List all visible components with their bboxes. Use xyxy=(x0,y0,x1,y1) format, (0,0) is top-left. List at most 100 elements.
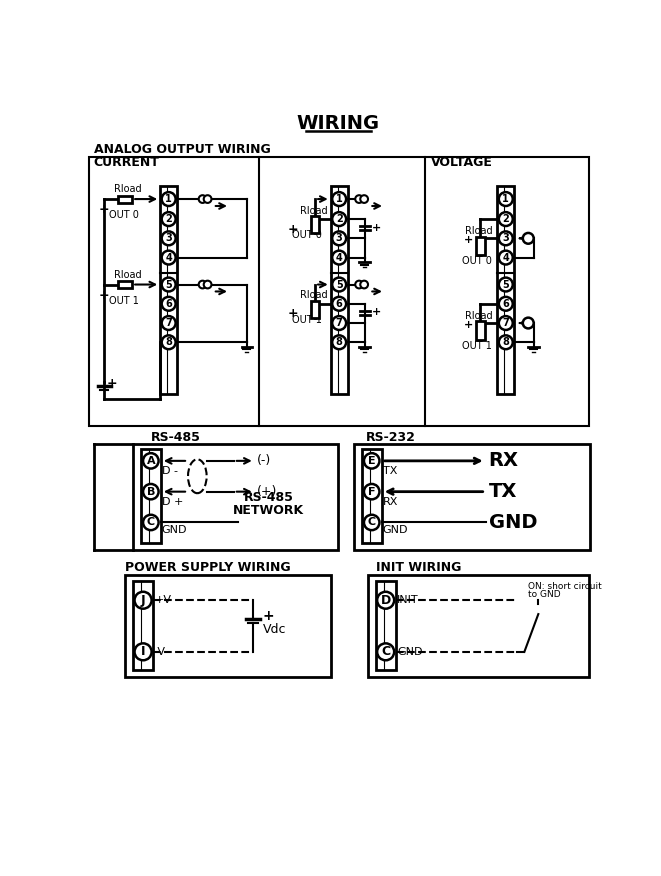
Text: 2: 2 xyxy=(336,214,342,224)
Circle shape xyxy=(499,192,513,206)
Text: (-): (-) xyxy=(257,455,271,468)
Circle shape xyxy=(499,212,513,226)
Text: OUT 0: OUT 0 xyxy=(463,257,492,266)
Text: TX: TX xyxy=(383,466,397,476)
Text: +: + xyxy=(288,223,298,236)
Bar xyxy=(330,186,348,394)
Text: +: + xyxy=(371,223,381,232)
Circle shape xyxy=(355,280,363,288)
Text: J: J xyxy=(141,594,145,607)
Text: INIT WIRING: INIT WIRING xyxy=(375,561,461,574)
Text: Vdc: Vdc xyxy=(262,623,286,636)
Circle shape xyxy=(499,316,513,330)
Text: ON: short circuit: ON: short circuit xyxy=(528,582,602,591)
Text: OUT 1: OUT 1 xyxy=(292,315,322,325)
Circle shape xyxy=(377,592,394,609)
Text: WIRING: WIRING xyxy=(297,114,380,133)
Text: 8: 8 xyxy=(165,337,172,347)
Circle shape xyxy=(162,336,176,350)
Circle shape xyxy=(332,251,346,265)
Circle shape xyxy=(162,192,176,206)
Text: 5: 5 xyxy=(165,279,172,290)
Bar xyxy=(160,186,177,394)
Bar xyxy=(362,449,382,543)
Circle shape xyxy=(143,484,159,499)
Circle shape xyxy=(499,336,513,350)
Text: 5: 5 xyxy=(336,279,342,290)
Text: 6: 6 xyxy=(502,299,509,308)
Text: 3: 3 xyxy=(336,233,342,244)
Text: GND: GND xyxy=(383,525,408,535)
Text: 2: 2 xyxy=(165,214,172,224)
Circle shape xyxy=(162,231,176,245)
Circle shape xyxy=(355,195,363,203)
Text: OUT 1: OUT 1 xyxy=(109,296,139,306)
Circle shape xyxy=(199,280,206,288)
Bar xyxy=(497,186,514,394)
Text: C: C xyxy=(368,518,375,527)
Text: OUT 0: OUT 0 xyxy=(109,210,139,220)
Text: NETWORK: NETWORK xyxy=(233,505,304,518)
Text: 8: 8 xyxy=(502,337,509,347)
Circle shape xyxy=(199,195,206,203)
Bar xyxy=(311,300,319,318)
Text: VOLTAGE: VOLTAGE xyxy=(432,157,493,169)
Text: F: F xyxy=(368,487,375,497)
Circle shape xyxy=(364,515,379,530)
Circle shape xyxy=(135,592,151,609)
Circle shape xyxy=(499,297,513,311)
Text: +: + xyxy=(98,289,109,302)
Text: +: + xyxy=(464,235,473,245)
Text: RS-485: RS-485 xyxy=(244,491,293,505)
Bar xyxy=(118,281,132,288)
Text: +: + xyxy=(464,320,473,329)
Text: Rload: Rload xyxy=(299,206,327,215)
Circle shape xyxy=(523,233,533,244)
Text: Rload: Rload xyxy=(299,290,327,300)
Circle shape xyxy=(332,231,346,245)
Text: +: + xyxy=(262,610,274,624)
Bar xyxy=(311,216,319,233)
Text: +: + xyxy=(98,203,109,216)
Text: POWER SUPPLY WIRING: POWER SUPPLY WIRING xyxy=(125,561,291,574)
Text: 6: 6 xyxy=(336,299,342,308)
Text: D -: D - xyxy=(162,466,178,476)
Bar xyxy=(89,157,589,427)
Circle shape xyxy=(364,453,379,469)
Text: -V: -V xyxy=(155,646,166,657)
Circle shape xyxy=(499,278,513,292)
Bar xyxy=(375,581,396,669)
Circle shape xyxy=(360,280,368,288)
Circle shape xyxy=(135,643,151,661)
Text: 7: 7 xyxy=(165,318,172,328)
Text: CURRENT: CURRENT xyxy=(93,157,159,169)
Text: ANALOG OUTPUT WIRING: ANALOG OUTPUT WIRING xyxy=(95,143,271,156)
Circle shape xyxy=(499,231,513,245)
Text: C: C xyxy=(381,646,390,659)
Text: GND: GND xyxy=(397,646,423,657)
Text: I: I xyxy=(141,646,145,659)
Text: RS-232: RS-232 xyxy=(366,431,415,444)
Text: (+): (+) xyxy=(257,485,278,498)
Bar xyxy=(133,444,338,550)
Text: 3: 3 xyxy=(165,233,172,244)
Text: GND: GND xyxy=(488,513,537,532)
Text: to GND: to GND xyxy=(528,590,561,599)
Bar xyxy=(118,195,132,202)
Text: 4: 4 xyxy=(165,252,172,263)
Text: 8: 8 xyxy=(336,337,342,347)
Circle shape xyxy=(332,297,346,311)
Bar xyxy=(133,581,153,669)
Circle shape xyxy=(499,251,513,265)
Circle shape xyxy=(143,453,159,469)
Text: Rload: Rload xyxy=(465,226,492,237)
Text: RS-485: RS-485 xyxy=(151,431,201,444)
Circle shape xyxy=(377,643,394,661)
Text: +V: +V xyxy=(155,595,172,605)
Circle shape xyxy=(204,280,212,288)
Circle shape xyxy=(523,318,533,328)
Text: 7: 7 xyxy=(502,318,509,328)
Text: 6: 6 xyxy=(165,299,172,308)
Text: Rload: Rload xyxy=(114,184,142,194)
Text: 1: 1 xyxy=(502,194,509,204)
